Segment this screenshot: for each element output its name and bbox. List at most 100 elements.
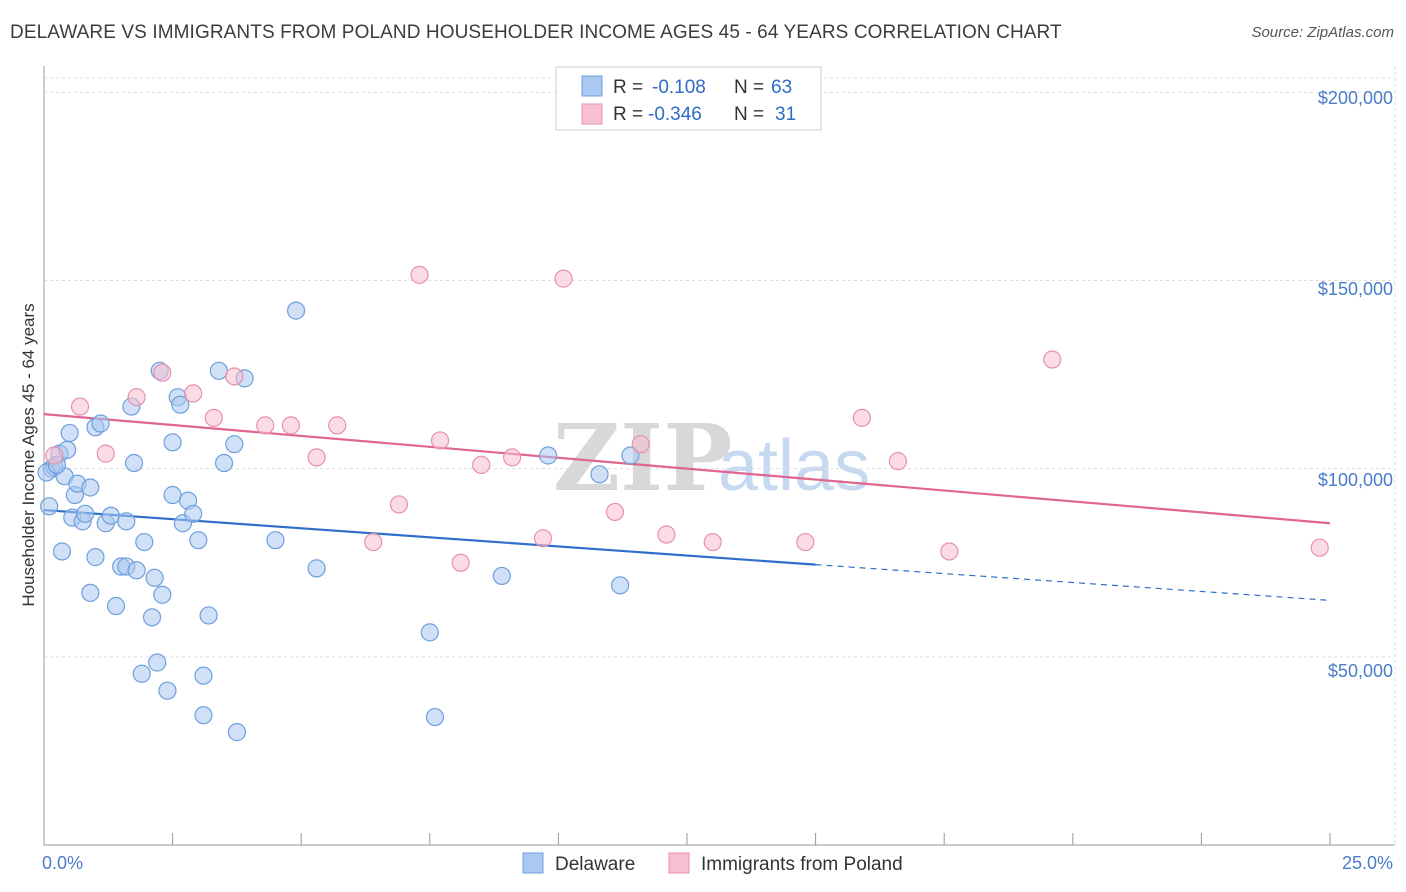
data-point-delaware-43 (194, 666, 213, 685)
watermark-zip: ZIP (553, 404, 732, 512)
data-point-poland-3 (127, 388, 146, 407)
data-point-delaware-31 (148, 653, 167, 672)
gridlines (44, 66, 1396, 845)
legend-r-value-delaware: -0.108 (652, 77, 706, 98)
legend-n-value-delaware: 63 (771, 77, 792, 98)
data-point-delaware-55 (425, 707, 445, 727)
watermark-atlas: atlas (718, 426, 870, 506)
data-point-delaware-44 (194, 706, 213, 725)
legend-n-label-delaware: N = (734, 77, 764, 98)
x-tick-label-max: 25.0% (1342, 853, 1393, 873)
bottom-legend-poland: Immigrants from Poland (701, 854, 903, 875)
legend-n-label-poland: N = (734, 104, 764, 125)
correlation-legend: R = -0.108 N = 63 R = -0.346 N = 31 (555, 66, 822, 131)
data-point-delaware-27 (132, 664, 151, 683)
data-point-poland-22 (631, 435, 650, 454)
data-point-delaware-48 (225, 435, 244, 454)
y-tick-label-50000: $50,000 (1328, 661, 1393, 681)
data-point-delaware-33 (153, 585, 172, 604)
data-point-poland-7 (225, 367, 244, 386)
data-point-delaware-20 (106, 596, 126, 616)
data-point-delaware-15 (86, 548, 105, 567)
data-point-delaware-38 (171, 395, 190, 414)
y-tick-label-200000: $200,000 (1318, 88, 1393, 108)
data-point-delaware-54 (420, 623, 439, 642)
data-point-poland-8 (256, 416, 275, 435)
data-point-delaware-11 (76, 504, 95, 523)
data-point-delaware-25 (124, 453, 144, 473)
data-point-poland-20 (554, 269, 573, 288)
data-point-poland-24 (703, 532, 722, 552)
data-point-delaware-26 (127, 561, 146, 580)
source-label: Source: ZipAtlas.com (1251, 24, 1394, 41)
data-point-delaware-51 (266, 531, 285, 550)
y-tick-label-150000: $150,000 (1318, 279, 1393, 299)
data-point-delaware-57 (539, 446, 558, 465)
data-point-poland-23 (657, 525, 676, 544)
series-legend: Delaware Immigrants from Poland (522, 852, 903, 875)
legend-n-value-poland: 31 (775, 104, 796, 125)
data-point-poland-15 (430, 431, 450, 450)
data-point-poland-9 (281, 416, 301, 435)
trend-line-poland (43, 413, 1331, 525)
data-point-delaware-28 (135, 532, 154, 552)
data-point-delaware-49 (227, 723, 246, 742)
bottom-legend-swatch-poland (668, 852, 690, 874)
legend-r-label-poland: R = (613, 104, 643, 125)
data-point-delaware-29 (142, 608, 162, 627)
data-point-poland-21 (605, 502, 625, 522)
chart-title: DELAWARE VS IMMIGRANTS FROM POLAND HOUSE… (10, 22, 1062, 43)
legend-r-value-poland: -0.346 (648, 104, 702, 125)
data-point-poland-17 (472, 455, 491, 475)
data-point-delaware-36 (163, 433, 182, 452)
data-points (37, 265, 1329, 742)
data-point-delaware-47 (214, 453, 234, 473)
data-point-delaware-45 (199, 606, 218, 625)
data-point-poland-16 (451, 553, 470, 572)
data-point-poland-19 (533, 529, 553, 548)
y-axis-label: Householder Income Ages 45 - 64 years (19, 303, 38, 606)
data-point-poland-13 (389, 495, 409, 514)
data-point-delaware-14 (81, 583, 100, 602)
data-point-poland-11 (328, 416, 347, 435)
data-point-poland-0 (45, 446, 64, 465)
data-point-poland-1 (70, 397, 90, 416)
data-point-delaware-0 (40, 497, 59, 516)
data-point-delaware-17 (91, 414, 110, 433)
data-point-poland-30 (1310, 538, 1329, 557)
trend-line-delaware (43, 508, 816, 566)
data-point-poland-4 (153, 363, 172, 382)
y-tick-label-100000: $100,000 (1318, 470, 1393, 490)
data-point-delaware-23 (117, 512, 136, 531)
legend-r-label-delaware: R = (613, 77, 643, 98)
trend-lines (43, 413, 1331, 601)
data-point-delaware-60 (621, 446, 640, 465)
data-point-delaware-41 (184, 504, 203, 523)
data-point-poland-10 (307, 448, 326, 467)
data-point-delaware-34 (158, 681, 177, 700)
data-point-delaware-30 (145, 568, 164, 587)
data-point-poland-25 (796, 532, 815, 552)
data-point-delaware-35 (163, 485, 182, 505)
data-point-poland-28 (940, 542, 959, 561)
axes (43, 66, 1395, 846)
bottom-legend-swatch-delaware (522, 852, 544, 874)
data-point-poland-14 (410, 265, 429, 284)
data-point-delaware-12 (81, 478, 100, 497)
legend-swatch-poland (581, 103, 603, 125)
legend-swatch-delaware (581, 75, 603, 97)
data-point-delaware-58 (590, 465, 609, 484)
watermark: ZIP atlas (553, 404, 870, 512)
data-point-delaware-19 (101, 506, 120, 525)
data-point-poland-2 (96, 444, 115, 463)
data-point-delaware-42 (189, 531, 208, 550)
trend-line-delaware-extension (815, 564, 1331, 601)
bottom-legend-delaware: Delaware (555, 854, 635, 875)
data-point-delaware-53 (307, 559, 326, 578)
data-point-poland-27 (888, 452, 908, 471)
data-point-poland-26 (852, 408, 871, 427)
data-point-poland-6 (204, 408, 223, 427)
x-tick-label-min: 0.0% (42, 853, 83, 873)
data-point-poland-5 (184, 384, 203, 403)
